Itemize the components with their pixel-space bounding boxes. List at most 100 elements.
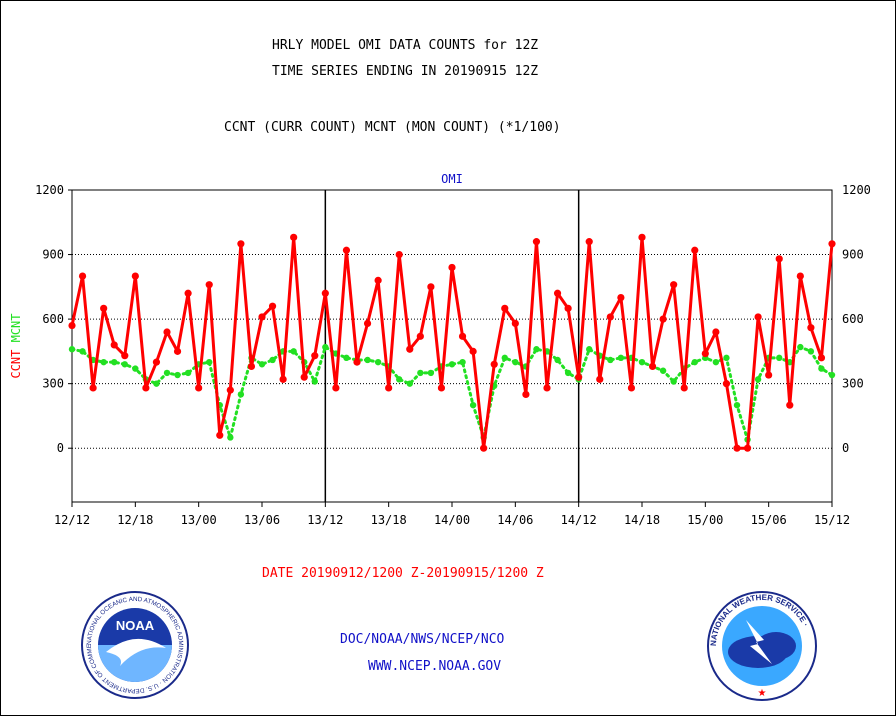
ccnt-point-38: [469, 347, 477, 355]
mcnt-point-57: [670, 378, 677, 385]
url-link[interactable]: WWW.NCEP.NOAA.GOV: [368, 659, 502, 674]
mcnt-point-56: [659, 367, 667, 374]
ccnt-point-46: [553, 289, 562, 297]
ccnt-point-36: [448, 263, 456, 272]
ccnt-point-16: [237, 240, 245, 248]
ccnt-point-50: [596, 375, 604, 383]
ccnt-point-37: [458, 332, 467, 340]
mcnt-point-4: [111, 358, 118, 366]
ccnt-point-14: [216, 431, 224, 439]
ccnt-point-40: [490, 360, 498, 368]
x-tick-label-5: 13/18: [371, 513, 407, 527]
ccnt-point-33: [416, 332, 424, 340]
mcnt-point-52: [617, 354, 625, 362]
mcnt-point-37: [459, 358, 466, 366]
y-tick-left-1200: 1200: [35, 183, 64, 197]
ccnt-point-18: [258, 313, 266, 321]
ccnt-point-66: [765, 371, 773, 379]
mcnt-point-1: [79, 348, 86, 355]
y-tick-left-300: 300: [42, 377, 64, 391]
y-axis-label-mcnt: MCNT: [9, 313, 23, 342]
mcnt-point-3: [100, 358, 107, 366]
mcnt-point-61: [712, 358, 720, 366]
ccnt-point-70: [807, 324, 815, 332]
chart-subtitle: CCNT (CURR COUNT) MCNT (MON COUNT) (*1/1…: [224, 120, 561, 135]
ccnt-point-63: [733, 444, 741, 452]
ccnt-point-24: [321, 289, 329, 297]
mcnt-point-11: [184, 369, 192, 377]
ccnt-point-60: [701, 349, 709, 358]
mcnt-point-62: [723, 354, 730, 362]
ccnt-point-61: [712, 328, 720, 336]
y-tick-right-0: 0: [842, 441, 849, 455]
mcnt-point-70: [807, 348, 815, 355]
mcnt-point-15: [227, 434, 234, 441]
ccnt-point-53: [627, 384, 636, 392]
ccnt-point-62: [722, 380, 731, 388]
ccnt-point-8: [152, 358, 161, 366]
x-tick-label-0: 12/12: [54, 513, 90, 527]
y-tick-right-900: 900: [842, 248, 864, 262]
mcnt-point-67: [776, 354, 783, 362]
ccnt-point-58: [680, 384, 688, 392]
ccnt-point-26: [342, 246, 351, 254]
ccnt-point-13: [205, 281, 213, 289]
ccnt-point-30: [385, 384, 393, 392]
ccnt-point-4: [110, 341, 118, 349]
y-tick-right-300: 300: [842, 377, 864, 391]
ccnt-point-19: [268, 302, 277, 310]
ccnt-point-6: [131, 272, 139, 280]
ccnt-point-35: [437, 384, 446, 392]
ccnt-point-29: [374, 276, 382, 284]
ccnt-point-39: [480, 444, 488, 452]
mcnt-point-31: [396, 376, 403, 383]
nws-star-icon: ★: [758, 688, 767, 699]
mcnt-point-41: [501, 354, 508, 362]
noaa-logo: NOAA NATIONAL OCEANIC AND ATMOSPHERIC AD…: [80, 590, 189, 699]
ccnt-point-51: [606, 313, 614, 321]
mcnt-point-49: [586, 346, 593, 353]
mcnt-point-69: [797, 343, 804, 351]
x-tick-label-2: 13/00: [181, 513, 217, 527]
org-label: DOC/NOAA/NWS/NCEP/NCO: [340, 632, 505, 647]
ccnt-point-41: [501, 304, 509, 312]
x-tick-label-6: 14/00: [434, 513, 470, 527]
mcnt-point-6: [132, 365, 139, 372]
mcnt-point-16: [237, 391, 245, 398]
mcnt-point-28: [364, 356, 371, 364]
y-tick-left-900: 900: [42, 248, 64, 262]
ccnt-point-59: [691, 246, 699, 254]
ccnt-point-27: [353, 358, 361, 366]
ccnt-point-72: [828, 240, 836, 248]
mcnt-point-44: [533, 346, 540, 353]
mcnt-point-54: [638, 358, 646, 366]
x-tick-label-9: 14/18: [624, 513, 660, 527]
ccnt-point-64: [743, 444, 752, 452]
ccnt-point-54: [638, 233, 646, 241]
date-range-label: DATE 20190912/1200 Z-20190915/1200 Z: [262, 566, 544, 581]
mcnt-point-46: [554, 356, 561, 364]
ccnt-point-21: [290, 233, 298, 241]
ccnt-point-47: [564, 304, 572, 312]
ccnt-point-69: [796, 272, 804, 280]
chart-panel-title: OMI: [441, 172, 463, 186]
ccnt-point-45: [543, 384, 551, 392]
ccnt-point-20: [279, 375, 287, 383]
x-tick-label-1: 12/18: [117, 513, 153, 527]
ccnt-point-0: [68, 321, 76, 330]
noaa-logo-text: NOAA: [116, 618, 155, 633]
ccnt-point-67: [775, 255, 783, 263]
mcnt-point-65: [754, 376, 762, 383]
ccnt-point-11: [184, 289, 192, 297]
x-tick-label-10: 15/00: [687, 513, 723, 527]
ccnt-point-9: [163, 328, 171, 336]
mcnt-point-0: [68, 346, 76, 353]
mcnt-point-36: [448, 361, 456, 368]
ccnt-point-25: [332, 384, 340, 392]
mcnt-point-5: [121, 361, 128, 368]
x-tick-label-3: 13/06: [244, 513, 280, 527]
mcnt-point-29: [374, 358, 382, 366]
ccnt-point-5: [121, 352, 129, 360]
x-tick-label-12: 15/12: [814, 513, 850, 527]
mcnt-point-51: [607, 356, 614, 364]
